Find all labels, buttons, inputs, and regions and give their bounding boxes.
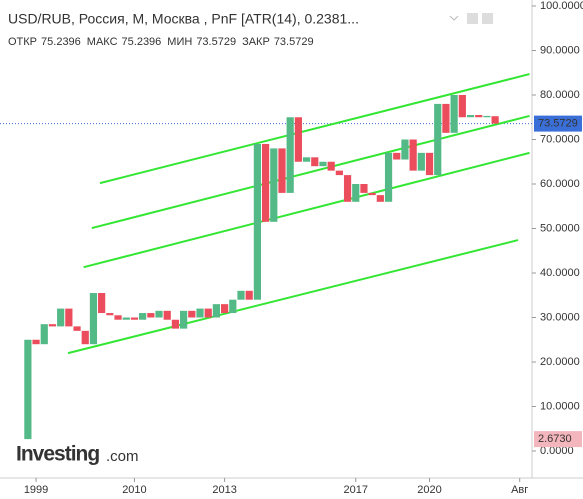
x-tick-label: 2010 xyxy=(122,484,146,496)
brick-down xyxy=(261,143,270,222)
brick-down xyxy=(335,170,343,176)
ohlc-value: 75.2396 xyxy=(41,36,81,48)
brick-up xyxy=(139,313,147,320)
brick-up xyxy=(286,117,294,193)
brick-down xyxy=(294,117,302,162)
logo: Investing .com xyxy=(16,443,139,466)
brick-up xyxy=(384,152,393,202)
brick-up xyxy=(24,339,32,440)
brick-down xyxy=(491,116,499,124)
brick-up xyxy=(122,317,130,320)
brick-down xyxy=(106,313,114,316)
brick-up xyxy=(196,308,204,318)
brick-down xyxy=(130,317,139,320)
y-tick-label: 40.0000 xyxy=(540,267,580,279)
brick-up xyxy=(253,143,261,300)
x-tick-label: 2017 xyxy=(344,484,368,496)
brick-down xyxy=(147,313,155,318)
ohlc-value: 73.5729 xyxy=(274,36,314,48)
brick-up xyxy=(450,95,458,133)
brick-up xyxy=(212,304,221,318)
brick-up xyxy=(302,157,311,162)
brick-down xyxy=(458,95,466,118)
brick-down xyxy=(98,293,106,314)
brick-down xyxy=(65,308,73,327)
ohlc-value: 73.5729 xyxy=(196,36,236,48)
brick-down xyxy=(475,115,483,118)
brick-down xyxy=(245,290,253,300)
brick-down xyxy=(425,152,434,176)
brick-down xyxy=(442,103,450,133)
brick-down xyxy=(171,319,180,329)
logo-text: Investing xyxy=(16,443,99,466)
brick-up xyxy=(89,293,98,345)
brick-down xyxy=(393,152,401,160)
brick-down xyxy=(409,139,417,171)
x-tick-label: 2020 xyxy=(417,484,441,496)
y-tick-label: 90.0000 xyxy=(540,44,580,56)
channel-line xyxy=(99,73,530,185)
brick-down xyxy=(327,161,335,171)
brick-up xyxy=(352,184,360,202)
price-box xyxy=(534,115,582,132)
brick-up xyxy=(319,161,327,167)
channel-line xyxy=(67,239,519,355)
brick-down xyxy=(376,195,384,202)
y-tick-label: 60.0000 xyxy=(540,178,580,190)
brick-up xyxy=(483,115,491,118)
x-tick-label: Авг xyxy=(511,484,528,496)
brick-down xyxy=(73,326,81,331)
brick-down xyxy=(360,184,368,193)
brick-down xyxy=(368,192,376,196)
y-tick-label: 50.0000 xyxy=(540,222,580,234)
logo-suffix: .com xyxy=(106,448,139,465)
price-box xyxy=(534,431,582,448)
brick-up xyxy=(270,148,278,222)
brick-up xyxy=(401,139,409,160)
ohlc-value: 75.2396 xyxy=(122,36,162,48)
y-tick-label: 20.0000 xyxy=(540,356,580,368)
x-tick-label: 2013 xyxy=(212,484,236,496)
brick-up xyxy=(155,310,163,318)
chart-title: USD/RUB, Россия, M, Москва , PnF [ATR(14… xyxy=(8,11,359,27)
brick-up xyxy=(466,115,475,118)
brick-down xyxy=(32,339,40,345)
brick-up xyxy=(40,324,48,345)
channel-line xyxy=(83,151,530,269)
brick-up xyxy=(434,103,442,176)
brick-down xyxy=(204,308,212,318)
channel-line xyxy=(91,114,530,230)
brick-down xyxy=(343,175,352,202)
price-label: 73.5729 xyxy=(538,118,578,130)
brick-down xyxy=(114,315,122,320)
title-icons xyxy=(449,13,493,24)
x-tick-label: 1999 xyxy=(24,484,48,496)
y-tick-label: 100.0000 xyxy=(540,0,583,12)
brick-down xyxy=(188,310,196,318)
y-tick-label: 80.0000 xyxy=(540,89,580,101)
brick-up xyxy=(237,290,245,300)
y-tick-label: 10.0000 xyxy=(540,400,580,412)
brick-up xyxy=(229,299,237,314)
y-tick-label: 70.0000 xyxy=(540,133,580,145)
brick-up xyxy=(180,310,188,329)
ohlc-label: ЗАКР xyxy=(242,36,270,48)
ohlc-label: ОТКР xyxy=(8,36,37,48)
brick-down xyxy=(221,304,229,314)
y-tick-label: 30.0000 xyxy=(540,311,580,323)
brick-up xyxy=(417,152,425,171)
price-label: 2.6730 xyxy=(538,433,572,445)
brick-down xyxy=(311,157,319,167)
brick-down xyxy=(163,310,171,320)
brick-down xyxy=(278,148,286,193)
brick-down xyxy=(81,330,89,345)
y-tick-label: 0.0000 xyxy=(540,445,574,457)
brick-up xyxy=(57,308,65,327)
ohlc-row: ОТКР 75.2396 МАКС 75.2396 МИН 73.5729 ЗАКР 73.5… xyxy=(8,36,314,48)
ohlc-label: МАКС xyxy=(87,36,118,48)
brick-down xyxy=(48,324,57,327)
ohlc-label: МИН xyxy=(167,36,192,48)
